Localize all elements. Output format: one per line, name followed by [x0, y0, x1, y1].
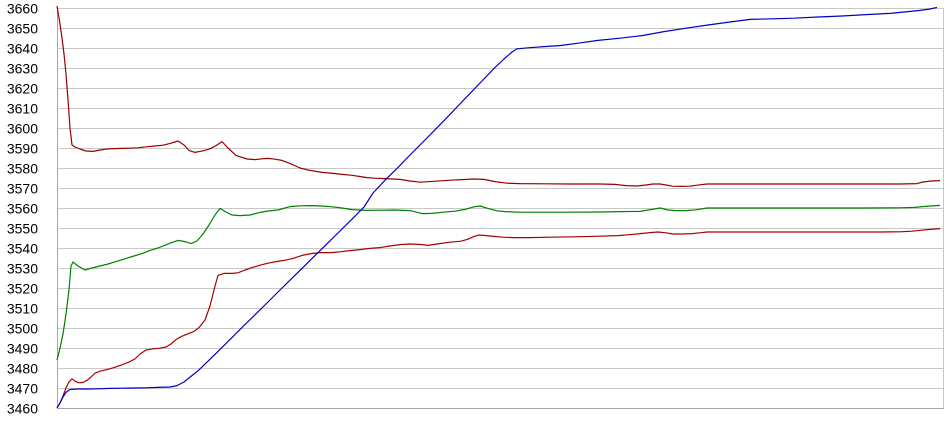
- y-tick-label: 3620: [7, 80, 38, 96]
- y-tick-label: 3530: [7, 260, 38, 276]
- y-tick-label: 3600: [7, 120, 38, 136]
- y-tick-label: 3580: [7, 160, 38, 176]
- series-line-dark-red-upper: [56, 5, 941, 187]
- y-tick-label: 3610: [7, 100, 38, 116]
- y-tick-label: 3650: [7, 20, 38, 36]
- y-tick-label: 3590: [7, 140, 38, 156]
- y-tick-label: 3640: [7, 40, 38, 56]
- y-tick-label: 3660: [7, 0, 38, 16]
- y-tick-label: 3630: [7, 60, 38, 76]
- y-tick-label: 3540: [7, 240, 38, 256]
- y-tick-label: 3470: [7, 380, 38, 396]
- y-tick-label: 3460: [7, 400, 38, 416]
- y-tick-label: 3500: [7, 320, 38, 336]
- y-tick-label: 3570: [7, 180, 38, 196]
- series-line-blue: [56, 6, 938, 409]
- y-tick-label: 3510: [7, 300, 38, 316]
- y-tick-label: 3550: [7, 220, 38, 236]
- series-line-red-lower: [56, 228, 941, 409]
- y-tick-label: 3490: [7, 340, 38, 356]
- series-line-green: [56, 204, 941, 361]
- y-tick-label: 3560: [7, 200, 38, 216]
- y-tick-label: 3520: [7, 280, 38, 296]
- y-tick-label: 3480: [7, 360, 38, 376]
